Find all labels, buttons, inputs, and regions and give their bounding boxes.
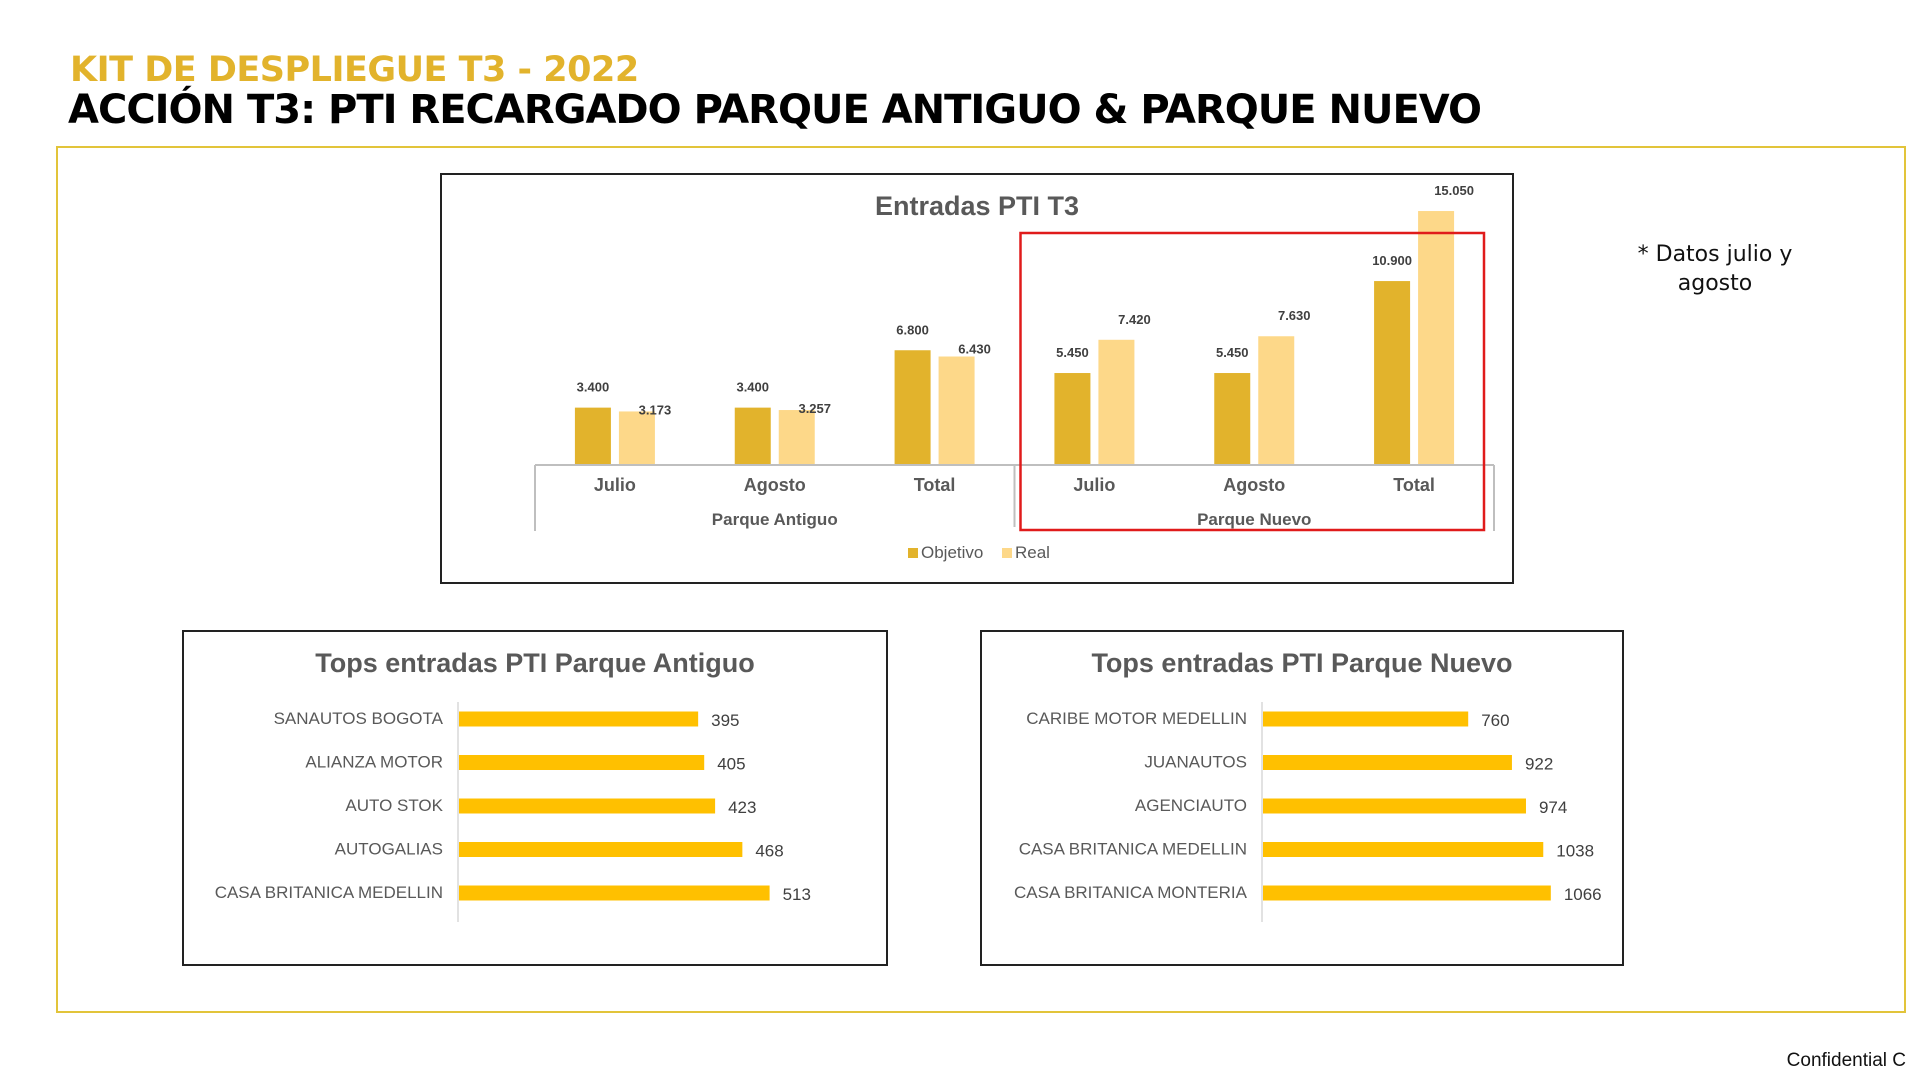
tops-parque-antiguo-svg: Tops entradas PTI Parque Antiguo SANAUTOS… <box>215 648 811 922</box>
tick-label-1: Julio <box>594 475 636 495</box>
bar-4 <box>459 842 743 857</box>
bar-1 <box>1263 711 1469 727</box>
bar-2 <box>1263 755 1512 770</box>
category-label-2: ALIANZA MOTOR <box>305 753 443 772</box>
data-label-real-5: 7.630 <box>1278 308 1311 323</box>
entradas-pti-chart: Entradas PTI T3 3.400 3.173 Julio 3.400 3.257… <box>440 173 1514 584</box>
category-label-4: CASA BRITANICA MEDELLIN <box>1019 840 1247 859</box>
data-label-4: 468 <box>755 842 783 861</box>
category-label-2: JUANAUTOS <box>1144 753 1247 772</box>
category-label-3: AUTO STOK <box>345 796 443 815</box>
data-label-real-6: 15.050 <box>1434 183 1474 198</box>
kit-title: KIT DE DESPLIEGUE T3 - 2022 <box>70 50 639 90</box>
category-label-4: AUTOGALIAS <box>335 840 443 859</box>
data-label-objetivo-2: 3.400 <box>736 380 769 395</box>
bar-real-2 <box>778 410 815 465</box>
data-label-real-2: 3.257 <box>798 401 831 416</box>
data-label-real-1: 3.173 <box>639 402 672 417</box>
category-label-3: AGENCIAUTO <box>1135 796 1247 815</box>
bar-1 <box>459 711 699 727</box>
group-label-parque-antiguo: Parque Antiguo <box>712 510 838 529</box>
data-label-1: 760 <box>1481 711 1509 730</box>
bar-objetivo-1 <box>574 407 611 465</box>
tick-label-3: Total <box>914 475 956 495</box>
category-label-5: CASA BRITANICA MEDELLIN <box>215 883 443 902</box>
data-label-5: 1066 <box>1564 885 1602 904</box>
chart-title: Tops entradas PTI Parque Antiguo <box>315 648 755 678</box>
group-label-parque-nuevo: Parque Nuevo <box>1197 510 1311 529</box>
data-label-4: 1038 <box>1556 842 1594 861</box>
tick-label-2: Agosto <box>744 475 806 495</box>
side-note: * Datos julio y agosto <box>1620 240 1810 298</box>
bar-4 <box>1263 842 1544 857</box>
bar-real-1 <box>618 411 655 465</box>
bar-2 <box>459 755 705 770</box>
bar-real-3 <box>938 356 975 465</box>
side-note-line1: * Datos julio y <box>1637 242 1793 267</box>
content-frame <box>56 146 1906 1013</box>
data-label-objetivo-5: 5.450 <box>1216 345 1249 360</box>
data-label-objetivo-1: 3.400 <box>577 380 610 395</box>
data-label-5: 513 <box>783 885 811 904</box>
tick-label-6: Total <box>1393 475 1435 495</box>
bar-objetivo-4 <box>1054 373 1091 465</box>
data-label-real-4: 7.420 <box>1118 312 1151 327</box>
category-label-5: CASA BRITANICA MONTERIA <box>1014 883 1248 902</box>
page-title: ACCIÓN T3: PTI RECARGADO PARQUE ANTIGUO … <box>68 87 1482 133</box>
tick-label-4: Julio <box>1073 475 1115 495</box>
bar-real-6 <box>1418 211 1455 465</box>
chart-title: Tops entradas PTI Parque Nuevo <box>1091 648 1512 678</box>
data-label-objetivo-4: 5.450 <box>1056 345 1089 360</box>
data-label-1: 395 <box>711 711 739 730</box>
bar-3 <box>1263 798 1526 814</box>
data-label-objetivo-3: 6.800 <box>896 322 929 337</box>
parque-nuevo-highlight <box>1019 231 1486 532</box>
bar-5 <box>459 885 770 901</box>
bar-real-4 <box>1098 339 1135 465</box>
data-label-3: 423 <box>728 798 756 817</box>
data-label-3: 974 <box>1539 798 1567 817</box>
chart-title: Entradas PTI T3 <box>875 191 1079 221</box>
data-label-2: 405 <box>717 755 745 774</box>
legend-swatch-real <box>1002 548 1012 558</box>
legend-label-objetivo: Objetivo <box>921 543 983 562</box>
tops-parque-antiguo-chart: Tops entradas PTI Parque Antiguo SANAUTOS… <box>182 630 888 966</box>
data-label-objetivo-6: 10.900 <box>1372 253 1412 268</box>
bar-objetivo-5 <box>1214 373 1251 465</box>
category-label-1: SANAUTOS BOGOTA <box>274 709 444 728</box>
entradas-pti-chart-svg: Entradas PTI T3 3.400 3.173 Julio 3.400 3.257… <box>534 183 1495 562</box>
side-note-line2: agosto <box>1677 271 1753 296</box>
bar-objetivo-2 <box>734 407 771 465</box>
bar-3 <box>459 798 716 814</box>
data-label-2: 922 <box>1525 755 1553 774</box>
tops-parque-nuevo-svg: Tops entradas PTI Parque Nuevo CARIBE MOT… <box>1014 648 1602 922</box>
bar-real-5 <box>1258 336 1295 465</box>
confidential-label: Confidential C <box>1786 1050 1906 1071</box>
data-label-real-3: 6.430 <box>958 341 991 356</box>
bar-objetivo-6 <box>1374 281 1411 465</box>
bar-objetivo-3 <box>894 350 931 465</box>
legend-label-real: Real <box>1015 543 1050 562</box>
tops-parque-nuevo-chart: Tops entradas PTI Parque Nuevo CARIBE MOT… <box>980 630 1624 966</box>
tick-label-5: Agosto <box>1223 475 1285 495</box>
legend-swatch-objetivo <box>908 548 918 558</box>
category-label-1: CARIBE MOTOR MEDELLIN <box>1026 709 1247 728</box>
bar-5 <box>1263 885 1551 901</box>
